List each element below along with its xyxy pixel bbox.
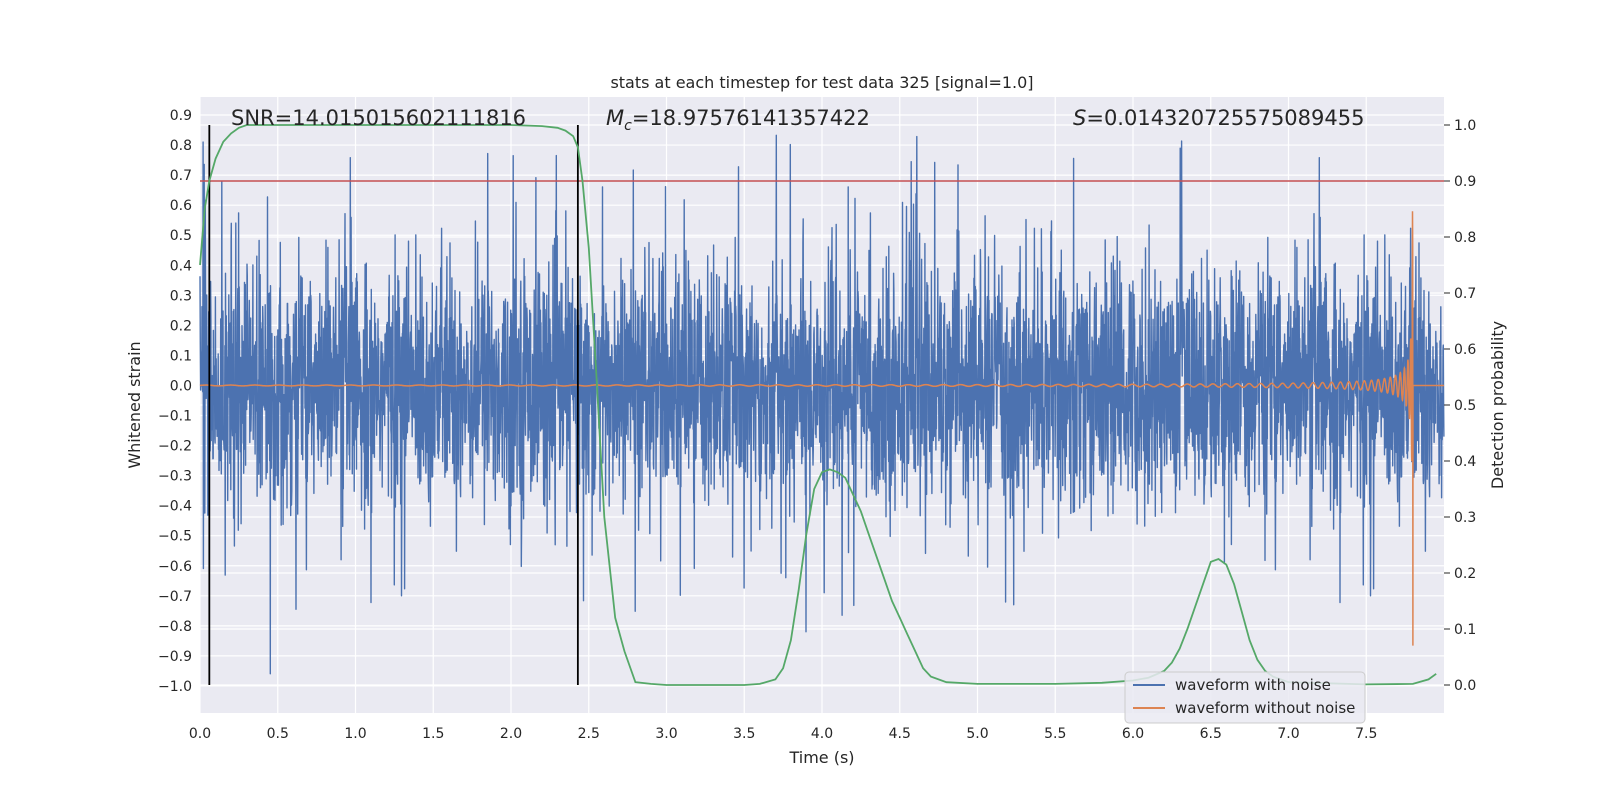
y-left-tick-label: 0.0 [170, 378, 192, 394]
x-tick-label: 2.5 [578, 726, 600, 742]
y-right-tick-label: 0.9 [1454, 174, 1476, 190]
s-annotation: S=0.014320725575089455 [1073, 106, 1364, 130]
y-axis-label-right: Detection probability [1488, 321, 1507, 489]
s-value: =0.014320725575089455 [1086, 106, 1364, 130]
y-right-tick-label: 0.1 [1454, 622, 1476, 638]
y-right-tick-label: 0.3 [1454, 510, 1476, 526]
chart-title: stats at each timestep for test data 325… [610, 73, 1033, 92]
s-symbol: S [1073, 106, 1086, 130]
mc-subscript: c [624, 118, 632, 134]
x-tick-label: 3.0 [655, 726, 677, 742]
y-left-tick-label: −0.3 [158, 469, 192, 485]
series-waveform-with-noise [199, 134, 1445, 675]
y-right-tick-label: 0.0 [1454, 678, 1476, 694]
x-tick-label: 7.0 [1277, 726, 1299, 742]
y-left-tick-label: −0.2 [158, 439, 192, 455]
chirp-mass-annotation: Mc=18.97576141357422 [606, 106, 870, 134]
y-left-tick-label: −0.1 [158, 409, 192, 425]
y-left-tick-label: −0.7 [158, 589, 192, 605]
x-tick-label: 6.0 [1122, 726, 1144, 742]
y-left-tick-label: −0.8 [158, 619, 192, 635]
noise-line [199, 134, 1445, 675]
y-left-tick-label: 0.6 [170, 198, 192, 214]
y-left-tick-label: 0.4 [170, 258, 192, 274]
y-right-tick-label: 0.7 [1454, 286, 1476, 302]
legend: waveform with noise waveform without noi… [1124, 671, 1366, 724]
y-left-tick-label: 0.1 [170, 348, 192, 364]
legend-label-clean: waveform without noise [1175, 699, 1355, 717]
y-left-tick-label: −1.0 [158, 679, 192, 695]
x-tick-label: 6.5 [1200, 726, 1222, 742]
y-left-tick-label: 0.8 [170, 138, 192, 154]
x-tick-label: 5.5 [1044, 726, 1066, 742]
x-tick-label: 1.5 [422, 726, 444, 742]
y-axis-label-left: Whitened strain [125, 341, 144, 468]
x-tick-label: 3.5 [733, 726, 755, 742]
y-right-tick-label: 1.0 [1454, 118, 1476, 134]
overlays [199, 124, 1444, 686]
y-right-tick-label: 0.4 [1454, 454, 1476, 470]
y-right-tick-label: 0.5 [1454, 398, 1476, 414]
y-left-tick-label: 0.7 [170, 168, 192, 184]
y-left-tick-label: 0.9 [170, 108, 192, 124]
mc-symbol: M [606, 106, 624, 130]
y-left-tick-label: −0.5 [158, 529, 192, 545]
y-right-tick-label: 0.6 [1454, 342, 1476, 358]
probability-line [199, 124, 1437, 686]
legend-box [1124, 671, 1366, 724]
clean-line [199, 211, 1444, 646]
x-tick-label: 4.0 [811, 726, 833, 742]
x-tick-label: 5.0 [966, 726, 988, 742]
x-axis-label: Time (s) [788, 748, 854, 767]
y-left-tick-label: 0.5 [170, 228, 192, 244]
x-tick-label: 4.5 [889, 726, 911, 742]
x-tick-label: 1.0 [344, 726, 366, 742]
y-left-tick-label: 0.2 [170, 318, 192, 334]
y-left-tick-label: 0.3 [170, 288, 192, 304]
mc-value: =18.97576141357422 [632, 106, 870, 130]
ticks: 0.0 0.5 1.0 1.5 2.0 2.5 3.0 3.5 4.0 4.5 5.0 5.5 6.0 6… [158, 108, 1476, 742]
x-tick-label: 0.5 [267, 726, 289, 742]
y-left-tick-label: −0.6 [158, 559, 192, 575]
x-tick-label: 2.0 [500, 726, 522, 742]
legend-label-noise: waveform with noise [1175, 676, 1331, 694]
x-tick-label: 0.0 [189, 726, 211, 742]
x-tick-label: 7.5 [1355, 726, 1377, 742]
y-right-tick-label: 0.2 [1454, 566, 1476, 582]
snr-annotation: SNR=14.015015602111816 [231, 106, 526, 130]
y-right-tick-label: 0.8 [1454, 230, 1476, 246]
series-waveform-without-noise [199, 211, 1444, 646]
y-left-tick-label: −0.4 [158, 499, 192, 515]
y-left-tick-label: −0.9 [158, 649, 192, 665]
